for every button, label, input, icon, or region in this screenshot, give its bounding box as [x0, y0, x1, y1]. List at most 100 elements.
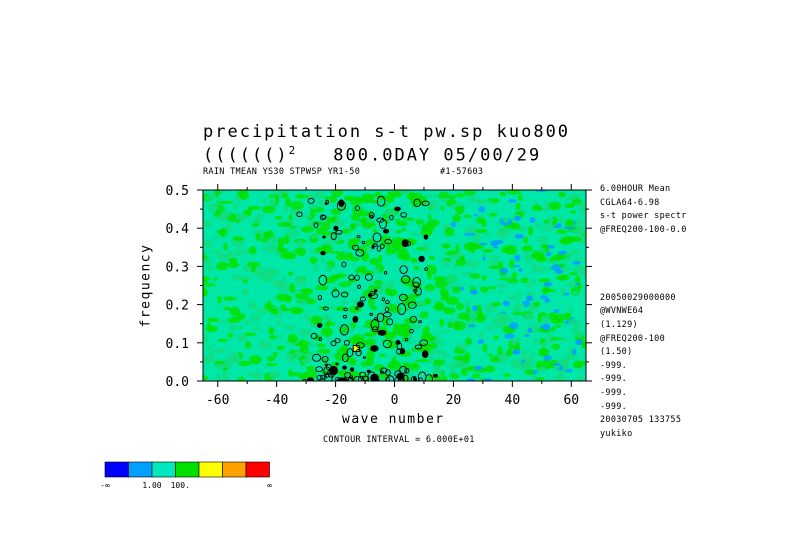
field-patch	[485, 303, 497, 313]
contour-loop	[335, 229, 343, 235]
field-patch-blue	[575, 282, 580, 286]
contour-loop	[425, 374, 434, 381]
info-line: s-t power spectr	[600, 211, 687, 222]
field-patch	[227, 261, 240, 269]
contour-loop	[355, 306, 359, 310]
field-patch	[554, 374, 566, 381]
field-patch	[244, 276, 253, 281]
field-patch	[364, 332, 373, 337]
field-patch	[551, 326, 556, 332]
contour-loop	[312, 353, 322, 362]
field-patch-blue	[563, 292, 570, 296]
field-patch	[497, 346, 503, 356]
field-patch	[374, 191, 381, 198]
field-patch	[563, 225, 576, 230]
field-patch	[521, 246, 534, 252]
field-patch	[361, 217, 367, 227]
contour-loop	[344, 372, 351, 378]
field-patch	[570, 210, 577, 214]
field-patch	[457, 312, 470, 320]
field-patch	[567, 236, 582, 242]
field-patch	[452, 214, 462, 222]
field-patch	[534, 376, 546, 381]
field-patch	[555, 324, 562, 328]
field-patch	[250, 313, 261, 324]
field-patch	[396, 249, 410, 260]
field-patch	[350, 212, 361, 222]
info-line: @WVNWE64	[600, 306, 644, 317]
field-patch	[232, 274, 242, 281]
field-patch	[243, 288, 248, 296]
field-patch	[538, 278, 551, 283]
field-patch	[504, 333, 516, 339]
contour-loop	[340, 291, 349, 298]
field-patch	[412, 323, 422, 330]
contour-loop	[341, 261, 347, 268]
field-patch	[256, 213, 264, 220]
contour-loop	[356, 301, 364, 308]
field-patch-blue	[547, 245, 555, 249]
field-patch	[566, 281, 579, 288]
field-patch	[334, 351, 347, 362]
field-patch	[540, 207, 550, 212]
field-patch	[304, 369, 317, 380]
field-patch	[216, 374, 223, 381]
field-patch	[268, 371, 281, 379]
field-patch	[215, 252, 227, 260]
field-patch	[433, 359, 446, 366]
field-patch	[367, 297, 375, 307]
x-tick-label: -20	[324, 393, 347, 408]
field-patch	[539, 294, 548, 300]
field-patch	[338, 326, 348, 334]
contour-loop	[359, 296, 367, 302]
y-tick-label: 0.4	[166, 222, 190, 237]
field-patch	[213, 235, 221, 240]
field-patch	[294, 276, 307, 287]
field-patch	[224, 376, 231, 381]
field-patch	[219, 210, 231, 219]
field-patch-blue	[543, 282, 553, 287]
field-patch	[313, 334, 323, 342]
contour-loop	[433, 373, 438, 378]
field-patch-blue	[482, 256, 486, 261]
field-patch	[385, 194, 395, 204]
field-patch	[377, 254, 383, 264]
field-patch	[338, 281, 352, 288]
field-patch	[464, 301, 471, 308]
field-patch	[463, 190, 476, 196]
field-patch	[203, 219, 212, 229]
field-patch	[374, 279, 384, 285]
contour-loop	[319, 374, 327, 380]
field-patch	[551, 343, 561, 350]
field-patch	[514, 293, 522, 299]
field-patch	[523, 312, 535, 321]
field-patch	[256, 308, 269, 314]
colorbar-swatch	[151, 461, 176, 478]
colorbar-swatch	[175, 461, 200, 478]
field-patch	[284, 352, 295, 361]
spectrum-field	[203, 190, 586, 381]
contour-lines	[296, 195, 438, 381]
contour-loop	[404, 367, 410, 374]
contour-loop	[358, 376, 365, 381]
field-patch	[366, 350, 376, 361]
field-patch	[288, 283, 296, 293]
contour-loop	[369, 312, 373, 316]
field-patch	[246, 261, 261, 268]
field-patch	[203, 254, 208, 260]
field-patch	[525, 284, 533, 288]
field-patch	[329, 304, 338, 311]
field-patch-blue	[469, 289, 479, 295]
field-patch	[502, 217, 510, 223]
contour-loop	[394, 206, 401, 212]
field-patch-blue	[512, 349, 521, 355]
contour-loop	[342, 314, 348, 319]
contour-loop	[386, 375, 395, 381]
field-patch	[217, 338, 229, 343]
field-patch	[297, 294, 302, 299]
x-tick-label: 40	[505, 393, 521, 408]
field-patch	[275, 215, 283, 220]
field-patch	[290, 306, 304, 315]
field-patch	[530, 262, 536, 272]
field-patch-blue	[473, 365, 483, 370]
